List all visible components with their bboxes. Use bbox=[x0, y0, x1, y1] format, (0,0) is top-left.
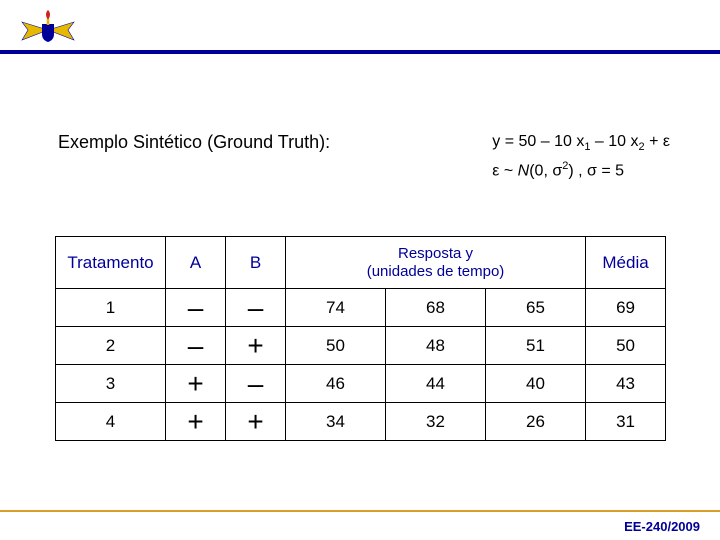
table-cell: 32 bbox=[386, 403, 486, 441]
col-b: B bbox=[226, 237, 286, 289]
table-cell: 65 bbox=[486, 289, 586, 327]
table-cell: 31 bbox=[586, 403, 666, 441]
table-cell: – bbox=[226, 289, 286, 327]
col-tratamento: Tratamento bbox=[56, 237, 166, 289]
table-cell: – bbox=[166, 289, 226, 327]
table-cell: + bbox=[226, 327, 286, 365]
col-media: Média bbox=[586, 237, 666, 289]
col-a: A bbox=[166, 237, 226, 289]
data-table-container: Tratamento A B Resposta y (unidades de t… bbox=[55, 236, 665, 441]
top-divider bbox=[0, 50, 720, 54]
ita-logo bbox=[18, 8, 78, 48]
table-cell: 3 bbox=[56, 365, 166, 403]
bottom-divider bbox=[0, 510, 720, 512]
table-cell: 69 bbox=[586, 289, 666, 327]
table-cell: 68 bbox=[386, 289, 486, 327]
table-cell: 34 bbox=[286, 403, 386, 441]
table-row: 4++34322631 bbox=[56, 403, 666, 441]
model-equations: y = 50 – 10 x1 – 10 x2 + ε ε ~ N(0, σ2) … bbox=[492, 128, 670, 184]
table-row: 2–+50485150 bbox=[56, 327, 666, 365]
table-cell: 26 bbox=[486, 403, 586, 441]
table-cell: 40 bbox=[486, 365, 586, 403]
table-cell: 74 bbox=[286, 289, 386, 327]
slide-title: Exemplo Sintético (Ground Truth): bbox=[58, 128, 330, 153]
table-cell: 4 bbox=[56, 403, 166, 441]
table-cell: 48 bbox=[386, 327, 486, 365]
data-table: Tratamento A B Resposta y (unidades de t… bbox=[55, 236, 666, 441]
equation-line-1: y = 50 – 10 x1 – 10 x2 + ε bbox=[492, 128, 670, 157]
table-cell: 2 bbox=[56, 327, 166, 365]
col-resposta: Resposta y (unidades de tempo) bbox=[286, 237, 586, 289]
table-cell: 51 bbox=[486, 327, 586, 365]
table-cell: 43 bbox=[586, 365, 666, 403]
table-cell: 50 bbox=[286, 327, 386, 365]
table-cell: – bbox=[226, 365, 286, 403]
table-cell: + bbox=[166, 403, 226, 441]
table-cell: 44 bbox=[386, 365, 486, 403]
slide-footer: EE-240/2009 bbox=[624, 519, 700, 534]
table-cell: + bbox=[166, 365, 226, 403]
table-row: 1––74686569 bbox=[56, 289, 666, 327]
table-cell: 46 bbox=[286, 365, 386, 403]
table-cell: 1 bbox=[56, 289, 166, 327]
table-cell: – bbox=[166, 327, 226, 365]
table-cell: 50 bbox=[586, 327, 666, 365]
table-row: 3+–46444043 bbox=[56, 365, 666, 403]
slide-content: Exemplo Sintético (Ground Truth): y = 50… bbox=[0, 128, 720, 441]
table-cell: + bbox=[226, 403, 286, 441]
equation-line-2: ε ~ N(0, σ2) , σ = 5 bbox=[492, 157, 670, 185]
table-header-row: Tratamento A B Resposta y (unidades de t… bbox=[56, 237, 666, 289]
